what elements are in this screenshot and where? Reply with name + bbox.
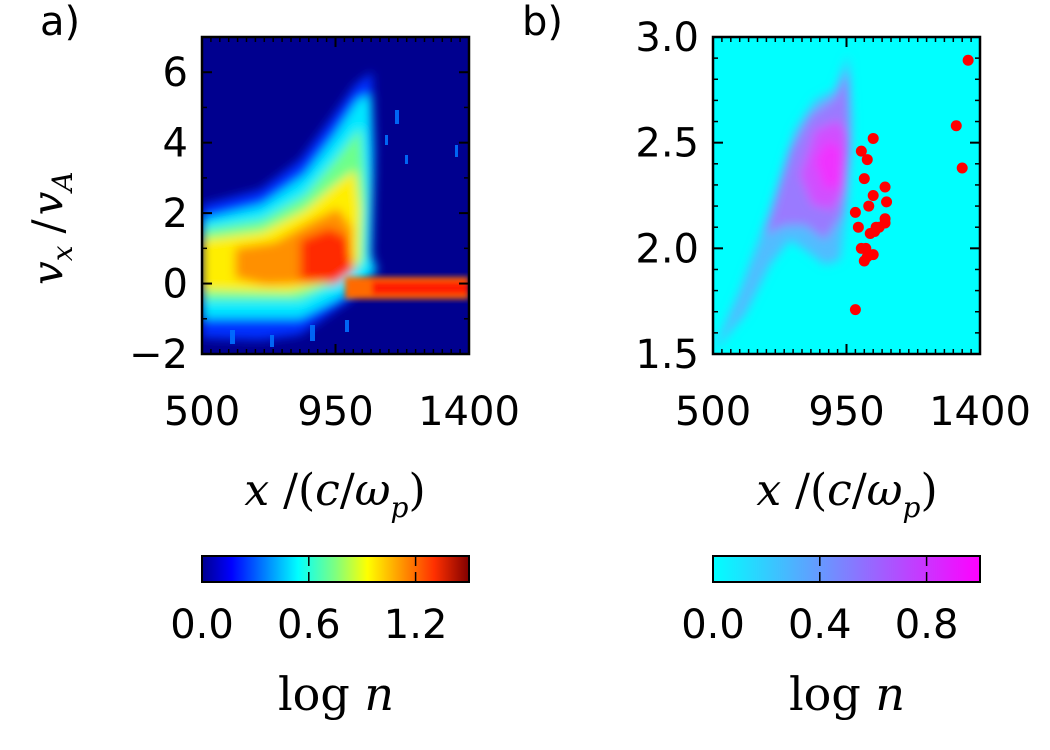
panel-a-density-field (202, 72, 378, 340)
panel-a-colorbar-tick-label: 0.6 (277, 602, 341, 648)
panel-a-ytick-label: 4 (163, 121, 188, 167)
panel-b-colorbar (712, 555, 981, 583)
panel-a-ylabel: vx/vA (23, 171, 79, 285)
panel-a-ytick-label: 2 (163, 191, 188, 237)
scatter-point (858, 173, 870, 185)
panel-a-xtick-label: 500 (164, 389, 240, 435)
scatter-point (879, 181, 891, 193)
panel-a-heatmap (202, 37, 469, 354)
panel-a-beam (345, 277, 469, 299)
panel-a-ytick-label: 0 (163, 262, 188, 308)
panel-a-noise (230, 110, 458, 347)
panel-b-colorbar-label: log n (789, 667, 905, 721)
panel-a-ticks (201, 36, 470, 355)
panel-a-xtick-label: 950 (297, 389, 373, 435)
panel-a-colorbar-tick-labels: 0.0 0.6 1.2 (170, 602, 447, 648)
panel-b-density-field (713, 55, 852, 352)
panel-a-colorbar-tick-label: 0.0 (170, 602, 234, 648)
scatter-point (879, 213, 891, 225)
scatter-point (950, 120, 962, 132)
scatter-point (855, 242, 867, 254)
scatter-point (881, 196, 893, 208)
panel-b-label: b) (522, 0, 563, 45)
scatter-point (861, 154, 873, 166)
panel-b-ticks (712, 36, 981, 355)
scatter-point (956, 162, 968, 174)
svg-text:vx/vA: vx/vA (23, 171, 79, 285)
panel-a-xlabel: x /(c/ωp) (244, 465, 425, 524)
panel-b-ytick-label: 3.0 (635, 15, 699, 61)
scatter-point (867, 190, 879, 201)
scatter-point (849, 206, 861, 218)
scatter-point (962, 54, 974, 66)
panel-a-xtick-label: 1400 (418, 389, 520, 435)
panel-b-ytick-label: 1.5 (635, 332, 699, 378)
panel-a-colorbar-label: log n (278, 667, 394, 721)
panel-b-colorbar-tick-label: 0.4 (788, 602, 852, 648)
scatter-point (863, 200, 875, 212)
scatter-point (852, 221, 864, 233)
panel-b-heatmap (713, 37, 980, 354)
scatter-point (849, 304, 861, 316)
panel-b-colorbar-ticks (712, 556, 928, 582)
panel-b-xtick-label: 500 (675, 389, 751, 435)
scatter-point (867, 249, 879, 261)
panel-a-colorbar (201, 555, 470, 583)
panel-b-colorbar-tick-label: 0.0 (681, 602, 745, 648)
panel-b-xtick-label: 1400 (929, 389, 1031, 435)
scatter-point (867, 132, 879, 144)
panel-b-tick-labels: 500 950 1400 1.5 2.0 2.5 3.0 (635, 15, 1031, 435)
panel-a-tick-labels: 500 950 1400 −2 0 2 4 6 (129, 50, 520, 435)
panel-a-colorbar-tick-label: 1.2 (384, 602, 448, 648)
panel-b-colorbar-tick-label: 0.8 (895, 602, 959, 648)
panel-a-colorbar-ticks (201, 556, 417, 582)
panel-b-colorbar-tick-labels: 0.0 0.4 0.8 (681, 602, 958, 648)
scatter-point (855, 145, 867, 157)
panel-a-ytick-label: −2 (129, 332, 188, 378)
panel-a-ytick-label: 6 (163, 50, 188, 96)
panel-b-xtick-label: 950 (808, 389, 884, 435)
panel-b-ytick-label: 2.5 (635, 121, 699, 167)
panel-b-xlabel: x /(c/ωp) (756, 465, 937, 524)
panel-a-label: a) (40, 0, 80, 45)
panel-b-scatter (849, 54, 974, 316)
panel-b-ytick-label: 2.0 (635, 226, 699, 272)
